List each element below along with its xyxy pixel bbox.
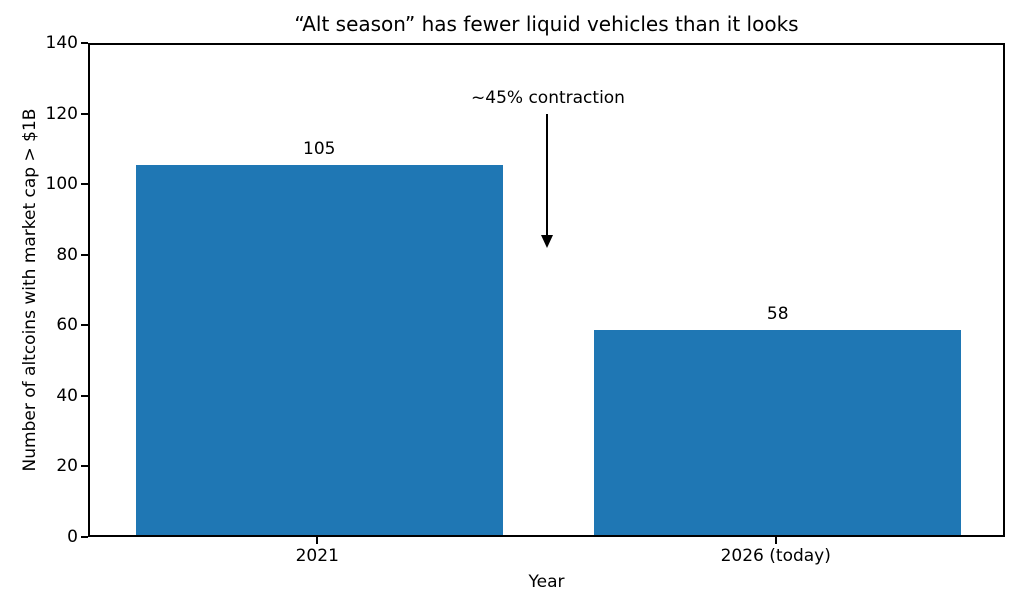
y-tick-mark: [81, 536, 88, 538]
y-tick-label: 100: [45, 174, 78, 195]
y-tick-mark: [81, 112, 88, 115]
x-axis-label: Year: [528, 572, 565, 592]
x-tick-mark: [774, 537, 777, 544]
plot-area: 105 58: [88, 43, 1005, 537]
y-tick-label: 60: [56, 315, 78, 336]
y-tick-label: 20: [56, 456, 78, 477]
y-tick-label: 80: [56, 244, 78, 265]
y-tick-label: 40: [56, 385, 78, 406]
x-tick-label: 2021: [295, 546, 339, 566]
bar-value-label: 105: [303, 138, 336, 159]
y-tick-mark: [81, 42, 88, 44]
y-tick-mark: [81, 394, 88, 397]
y-tick-mark: [81, 253, 88, 256]
y-tick-mark: [81, 183, 88, 186]
chart-title: “Alt season” has fewer liquid vehicles t…: [294, 12, 799, 36]
bars-layer: 105 58: [90, 45, 1003, 535]
y-tick-label: 140: [45, 33, 78, 53]
contraction-down-arrow-icon: [541, 114, 553, 248]
annotation-text: ~45% contraction: [471, 88, 625, 108]
bar-2026-today: [594, 330, 962, 535]
x-tick-mark: [316, 537, 319, 544]
y-axis-label: Number of altcoins with market cap > $1B: [20, 108, 40, 472]
y-tick-label: 0: [67, 527, 78, 547]
y-tick-mark: [81, 465, 88, 468]
bar-2021: [135, 164, 503, 535]
x-tick-label: 2026 (today): [720, 546, 831, 566]
y-tick-label: 120: [45, 103, 78, 124]
y-tick-mark: [81, 324, 88, 327]
bar-value-label: 58: [766, 304, 789, 325]
